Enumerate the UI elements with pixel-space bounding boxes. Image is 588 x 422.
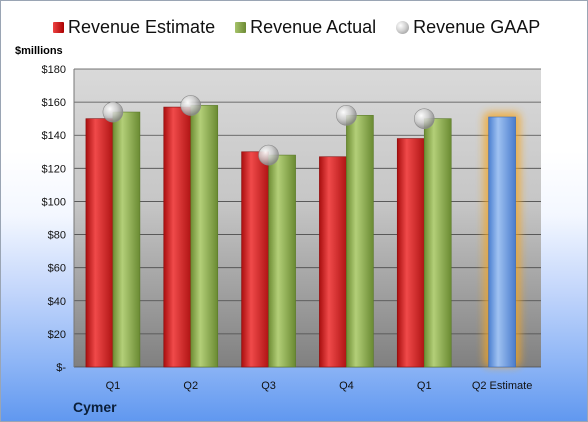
x-tick-label: Q2 <box>183 380 198 392</box>
y-tick-label: $140 <box>42 130 66 142</box>
y-tick-label: $100 <box>42 196 66 208</box>
gaap-marker <box>258 144 279 166</box>
x-tick-label: Q2 Estimate <box>472 380 533 392</box>
x-tick-label: Q1 <box>106 380 121 392</box>
y-tick-label: $120 <box>42 163 66 175</box>
y-tick-label: $40 <box>48 296 66 308</box>
x-tick-label: Q1 <box>417 380 432 392</box>
legend: Revenue Estimate Revenue Actual Revenue … <box>53 17 540 38</box>
actual-bar <box>268 154 296 368</box>
legend-label-estimate: Revenue Estimate <box>68 17 216 37</box>
actual-swatch-icon <box>235 22 247 33</box>
legend-label-gaap: Revenue GAAP <box>413 17 541 37</box>
legend-item-gaap: Revenue GAAP <box>396 17 540 38</box>
company-name: Cymer <box>73 399 117 415</box>
y-tick-label: $160 <box>42 97 66 109</box>
actual-bar <box>346 115 374 368</box>
estimate-bar <box>163 106 192 368</box>
estimate-bar <box>396 138 425 368</box>
gaap-marker <box>102 101 124 123</box>
x-tick-label: Q4 <box>339 380 354 392</box>
gaap-marker-icon <box>396 21 410 34</box>
y-tick-label: $60 <box>48 263 66 275</box>
y-axis-unit-label: $millions <box>15 45 63 57</box>
estimate-bar <box>319 156 347 368</box>
plot-area <box>74 69 541 367</box>
legend-item-actual: Revenue Actual <box>235 17 376 38</box>
estimate-bar <box>85 118 114 368</box>
y-tick-label: $- <box>56 362 66 374</box>
actual-bar <box>190 105 219 368</box>
y-tick-label: $20 <box>48 329 66 341</box>
y-tick-label: $80 <box>48 230 66 242</box>
gaap-marker <box>180 95 202 116</box>
estimate-bar <box>241 151 269 368</box>
x-tick-label: Q3 <box>261 380 276 392</box>
actual-bar <box>423 118 452 368</box>
y-tick-label: $180 <box>42 64 66 76</box>
estimate-swatch-icon <box>53 22 64 33</box>
gaap-marker <box>336 105 357 126</box>
actual-bar <box>112 111 141 368</box>
gaap-marker <box>413 108 435 129</box>
legend-label-actual: Revenue Actual <box>250 17 377 37</box>
legend-item-estimate: Revenue Estimate <box>53 17 215 38</box>
projection-estimate-bar <box>488 116 516 368</box>
